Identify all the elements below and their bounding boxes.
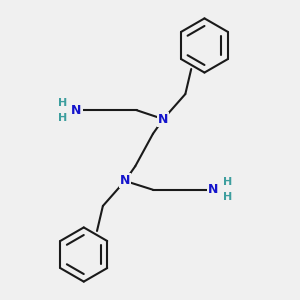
Text: H: H bbox=[223, 177, 232, 188]
Text: H: H bbox=[223, 192, 232, 202]
Text: N: N bbox=[71, 104, 82, 117]
Text: N: N bbox=[158, 112, 168, 126]
Text: N: N bbox=[208, 183, 218, 196]
Text: H: H bbox=[58, 112, 67, 123]
Text: N: N bbox=[120, 174, 130, 188]
Text: H: H bbox=[58, 98, 67, 108]
